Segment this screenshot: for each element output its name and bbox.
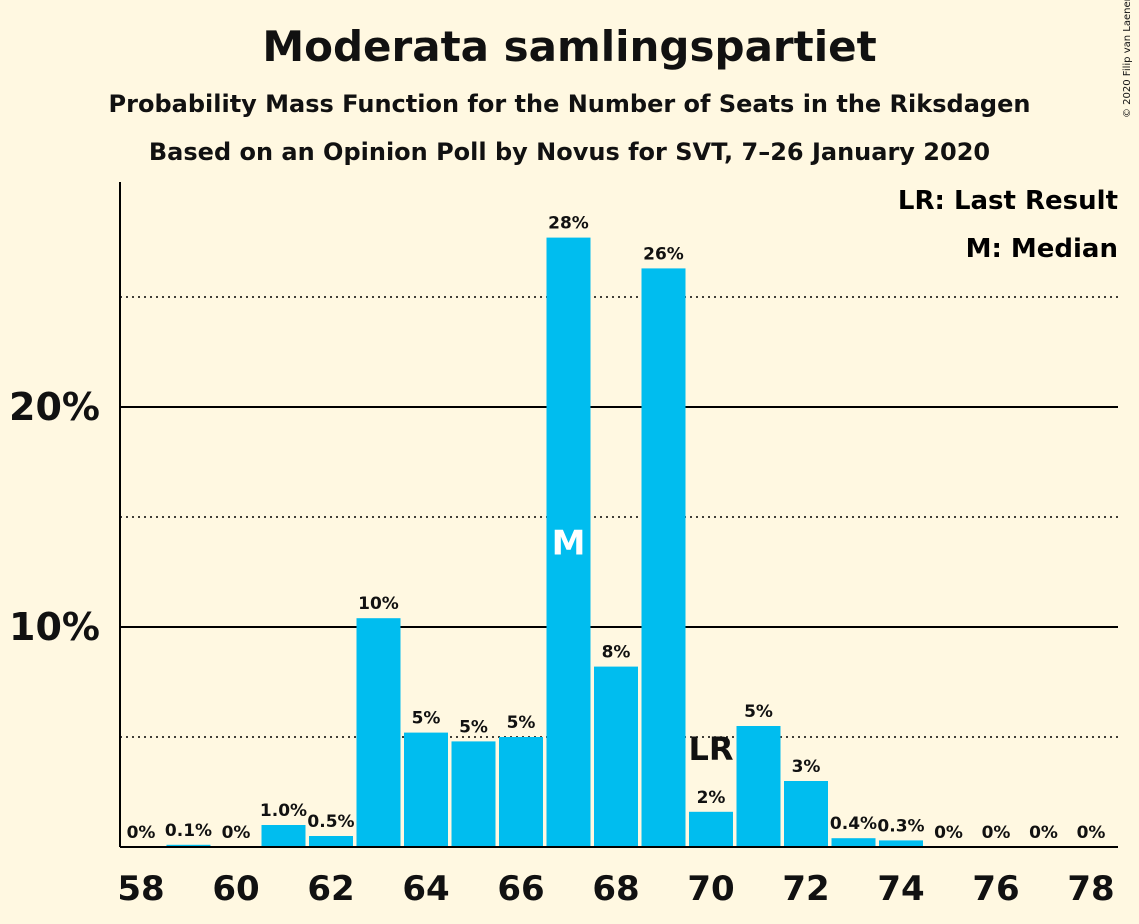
x-tick-label: 70 bbox=[687, 869, 734, 909]
chart-subtitle: Probability Mass Function for the Number… bbox=[108, 90, 1031, 118]
x-tick-label: 58 bbox=[117, 869, 164, 909]
x-tick-label: 74 bbox=[877, 869, 924, 909]
bar-labels-group: 0% 0.1% 0% 1.0%0.5% 10% 5% 5% 5% 28% 8% 26% 2% 5% 3% 0… bbox=[127, 214, 1106, 843]
axes-group: 58 60 62 64 66 68 70 72 74 76 78 10% 20% bbox=[9, 182, 1118, 909]
x-tick-label: 68 bbox=[592, 869, 639, 909]
bar-seat-59 bbox=[166, 844, 211, 847]
x-tick-label: 66 bbox=[497, 869, 544, 909]
bar-seat-63 bbox=[356, 618, 401, 847]
bar-label-seat-64: 5% bbox=[412, 709, 441, 729]
bar-seat-68 bbox=[594, 666, 638, 847]
bar-label-seat-66: 5% bbox=[507, 713, 536, 733]
markers-group: M LR bbox=[552, 523, 734, 768]
bar-seat-72 bbox=[784, 781, 828, 847]
bar-label-seat-69: 26% bbox=[643, 244, 684, 264]
x-tick-label: 64 bbox=[402, 869, 449, 909]
bar-seat-70 bbox=[689, 811, 733, 847]
bar-seat-71 bbox=[736, 726, 781, 847]
bar-label-seat-72: 3% bbox=[792, 757, 821, 777]
x-tick-label: 76 bbox=[972, 869, 1019, 909]
bar-label-seat-74: 0.3% bbox=[877, 816, 924, 836]
bar-label-seat-65: 5% bbox=[459, 717, 488, 737]
chart-title: Moderata samlingspartiet bbox=[262, 22, 877, 71]
x-tick-label: 60 bbox=[212, 869, 259, 909]
bar-label-seat-60: 0% bbox=[222, 823, 251, 843]
y-tick-label: 20% bbox=[9, 385, 100, 429]
last-result-marker: LR bbox=[688, 730, 733, 768]
bar-label-seat-77: 0% bbox=[1029, 823, 1058, 843]
x-tick-label: 62 bbox=[307, 869, 354, 909]
bar-seat-69 bbox=[641, 268, 686, 847]
chart-source-note: Based on an Opinion Poll by Novus for SV… bbox=[148, 138, 991, 166]
bar-label-seat-63: 10% bbox=[358, 594, 399, 614]
bar-label-seat-58: 0% bbox=[127, 823, 156, 843]
bar-label-seat-61: 1.0% bbox=[260, 801, 307, 821]
bar-seat-62 bbox=[309, 836, 353, 847]
bar-label-seat-78: 0% bbox=[1077, 823, 1106, 843]
y-tick-label: 10% bbox=[9, 605, 100, 649]
bar-seat-73 bbox=[831, 838, 876, 847]
bar-label-seat-70: 2% bbox=[697, 788, 726, 808]
bar-seat-64 bbox=[404, 732, 448, 847]
bar-seat-74 bbox=[879, 840, 923, 847]
bar-label-seat-68: 8% bbox=[602, 643, 631, 663]
bar-seat-65 bbox=[451, 741, 496, 847]
bar-label-seat-71: 5% bbox=[744, 702, 773, 722]
bar-label-seat-76: 0% bbox=[982, 823, 1011, 843]
x-tick-label: 78 bbox=[1067, 869, 1114, 909]
bar-label-seat-67: 28% bbox=[548, 214, 589, 234]
legend-median: M: Median bbox=[966, 234, 1118, 264]
bar-label-seat-59: 0.1% bbox=[165, 821, 212, 841]
bar-label-seat-75: 0% bbox=[934, 823, 963, 843]
bar-label-seat-73: 0.4% bbox=[830, 814, 877, 834]
bar-label-seat-62: 0.5% bbox=[307, 812, 354, 832]
bar-seat-66 bbox=[499, 737, 543, 847]
median-marker: M bbox=[552, 523, 586, 563]
bar-seat-67 bbox=[546, 237, 591, 848]
x-tick-label: 72 bbox=[782, 869, 829, 909]
bar-seat-61 bbox=[261, 825, 306, 847]
legend-last-result: LR: Last Result bbox=[898, 186, 1118, 216]
bars-group bbox=[166, 237, 923, 848]
